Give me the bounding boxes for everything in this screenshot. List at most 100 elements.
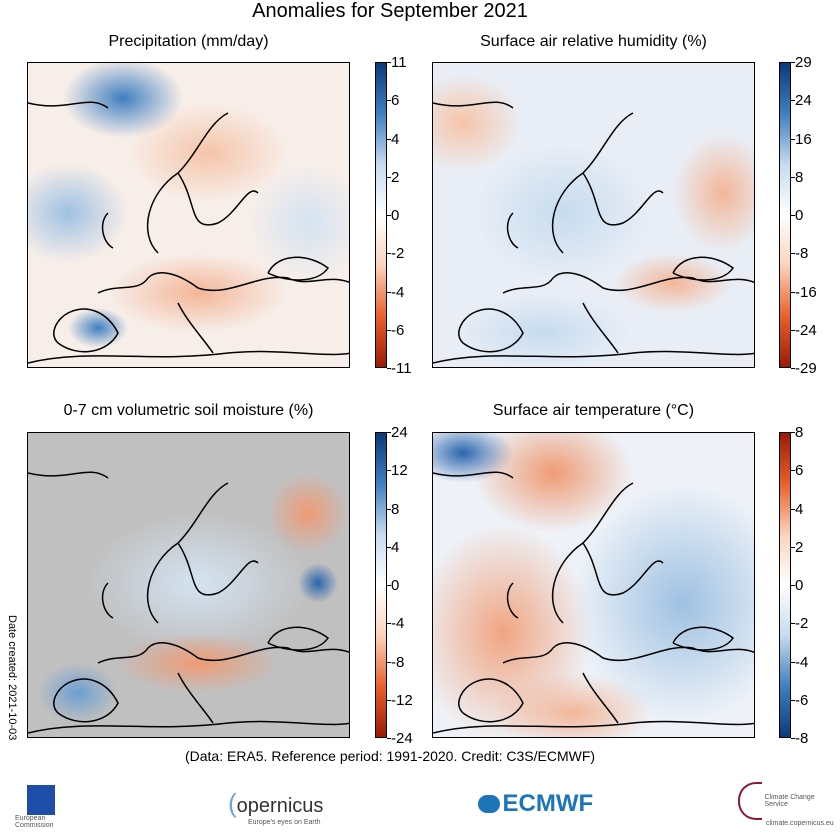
colorbar-tick-mark [791,470,795,472]
colorbar-tick-mark [387,470,391,472]
colorbar-tick-label: 4 [391,130,400,148]
c3s-logo: Climate Change Service climate.copernicu… [738,782,834,827]
copernicus-logo: (opernicus Europe's eyes on Earth [228,788,324,826]
colorbar-tick-mark [387,291,391,293]
colorbar-tick-mark [791,100,795,102]
colorbar-temperature [779,432,791,738]
colorbar-tick-label: -11 [391,360,412,377]
colorbar-tick-label: 24 [795,92,812,110]
colorbar-tick-mark [387,100,391,102]
colorbar-tick-mark [387,738,391,739]
colorbar-tick-label: -2 [795,615,809,633]
colorbar-humidity [779,62,791,368]
colorbar-tick-mark [791,661,795,663]
colorbar-tick-label: -16 [795,283,817,301]
colorbar-precipitation [375,62,387,368]
colorbar-tick-label: 6 [391,92,400,110]
colorbar-tick-label: 4 [795,500,804,518]
map-precipitation [27,62,350,368]
colorbar-tick-mark [387,432,391,433]
colorbar-tick-label: 0 [391,207,400,224]
map-humidity [432,62,755,368]
coastline-overlay [28,471,349,734]
figure-title: Anomalies for September 2021 [252,0,528,22]
date-created: Date created: 2021-10-03 [6,615,18,741]
colorbar-tick-label: -29 [795,360,817,377]
colorbar-tick-mark [387,215,391,216]
colorbar-tick-mark [791,138,795,140]
ecmwf-logo-text: ECMWF [502,790,594,817]
colorbar-tick-label: -24 [795,321,817,339]
colorbar-tick-label: -8 [795,245,809,263]
colorbar-tick-mark [791,585,795,586]
panel-title-soil-moisture: 0-7 cm volumetric soil moisture (%) [63,402,314,419]
colorbar-tick-mark [387,253,391,255]
colorbar-tick-mark [387,368,391,369]
colorbar-soil-moisture [375,432,387,738]
colorbar-tick-mark [791,546,795,548]
coastline-overlay [433,471,754,734]
colorbar-tick-mark [791,699,795,701]
colorbar-tick-label: 8 [795,424,804,441]
colorbar-tick-label: 2 [391,168,400,186]
colorbar-tick-mark [387,62,391,63]
colorbar-tick-label: -24 [391,730,413,747]
colorbar-tick-label: -6 [391,321,405,339]
map-temperature [432,432,755,738]
colorbar-tick-mark [791,253,795,255]
ec-logo-text: European Commission [15,815,54,829]
colorbar-tick-label: 8 [391,500,400,518]
colorbar-tick-mark [791,368,795,369]
colorbar-tick-label: -4 [391,283,405,301]
colorbar-tick-label: -4 [795,653,809,671]
panel-title-humidity: Surface air relative humidity (%) [480,33,707,50]
colorbar-tick-label: 11 [391,54,407,71]
colorbar-tick-mark [791,62,795,63]
colorbar-tick-mark [387,585,391,586]
colorbar-tick-mark [791,291,795,293]
colorbar-tick-label: -8 [391,653,405,671]
colorbar-tick-mark [387,138,391,140]
colorbar-tick-mark [387,546,391,548]
colorbar-tick-mark [791,508,795,510]
colorbar-tick-label: 4 [391,538,400,556]
colorbar-tick-mark [791,329,795,331]
colorbar-tick-mark [387,699,391,701]
colorbar-tick-label: -8 [795,730,809,747]
colorbar-tick-mark [791,432,795,433]
colorbar-tick-mark [387,329,391,331]
colorbar-tick-label: 2 [795,538,804,556]
colorbar-tick-label: 12 [391,462,408,480]
c3s-url: climate.copernicus.eu [766,820,834,827]
colorbar-tick-mark [387,176,391,178]
colorbar-tick-label: 29 [795,54,812,71]
colorbar-tick-label: 16 [795,130,812,148]
colorbar-tick-label: -12 [391,691,413,709]
copernicus-logo-text: opernicus [236,795,324,817]
colorbar-tick-label: -6 [795,691,809,709]
coastline-overlay [28,101,349,364]
ecmwf-logo: ECMWF [478,790,593,818]
panel-title-temperature: Surface air temperature (°C) [492,402,695,419]
colorbar-tick-label: 8 [795,168,804,186]
colorbar-tick-label: 24 [391,424,408,441]
colorbar-tick-mark [791,738,795,739]
c3s-logo-text: Climate Change Service [764,794,815,808]
colorbar-tick-label: 6 [795,462,804,480]
colorbar-tick-label: 0 [795,577,804,594]
colorbar-tick-mark [791,623,795,625]
map-soil-moisture [27,432,350,738]
colorbar-tick-label: 0 [795,207,804,224]
colorbar-tick-mark [791,176,795,178]
ec-logo: European Commission [15,785,55,829]
colorbar-tick-mark [791,215,795,216]
colorbar-tick-mark [387,661,391,663]
colorbar-tick-label: 0 [391,577,400,594]
colorbar-tick-label: -4 [391,615,405,633]
credit-text: (Data: ERA5. Reference period: 1991-2020… [184,748,596,764]
copernicus-tagline: Europe's eyes on Earth [248,819,321,826]
panel-title-precipitation: Precipitation (mm/day) [108,33,269,50]
colorbar-tick-mark [387,508,391,510]
colorbar-tick-mark [387,623,391,625]
colorbar-tick-label: -2 [391,245,405,263]
